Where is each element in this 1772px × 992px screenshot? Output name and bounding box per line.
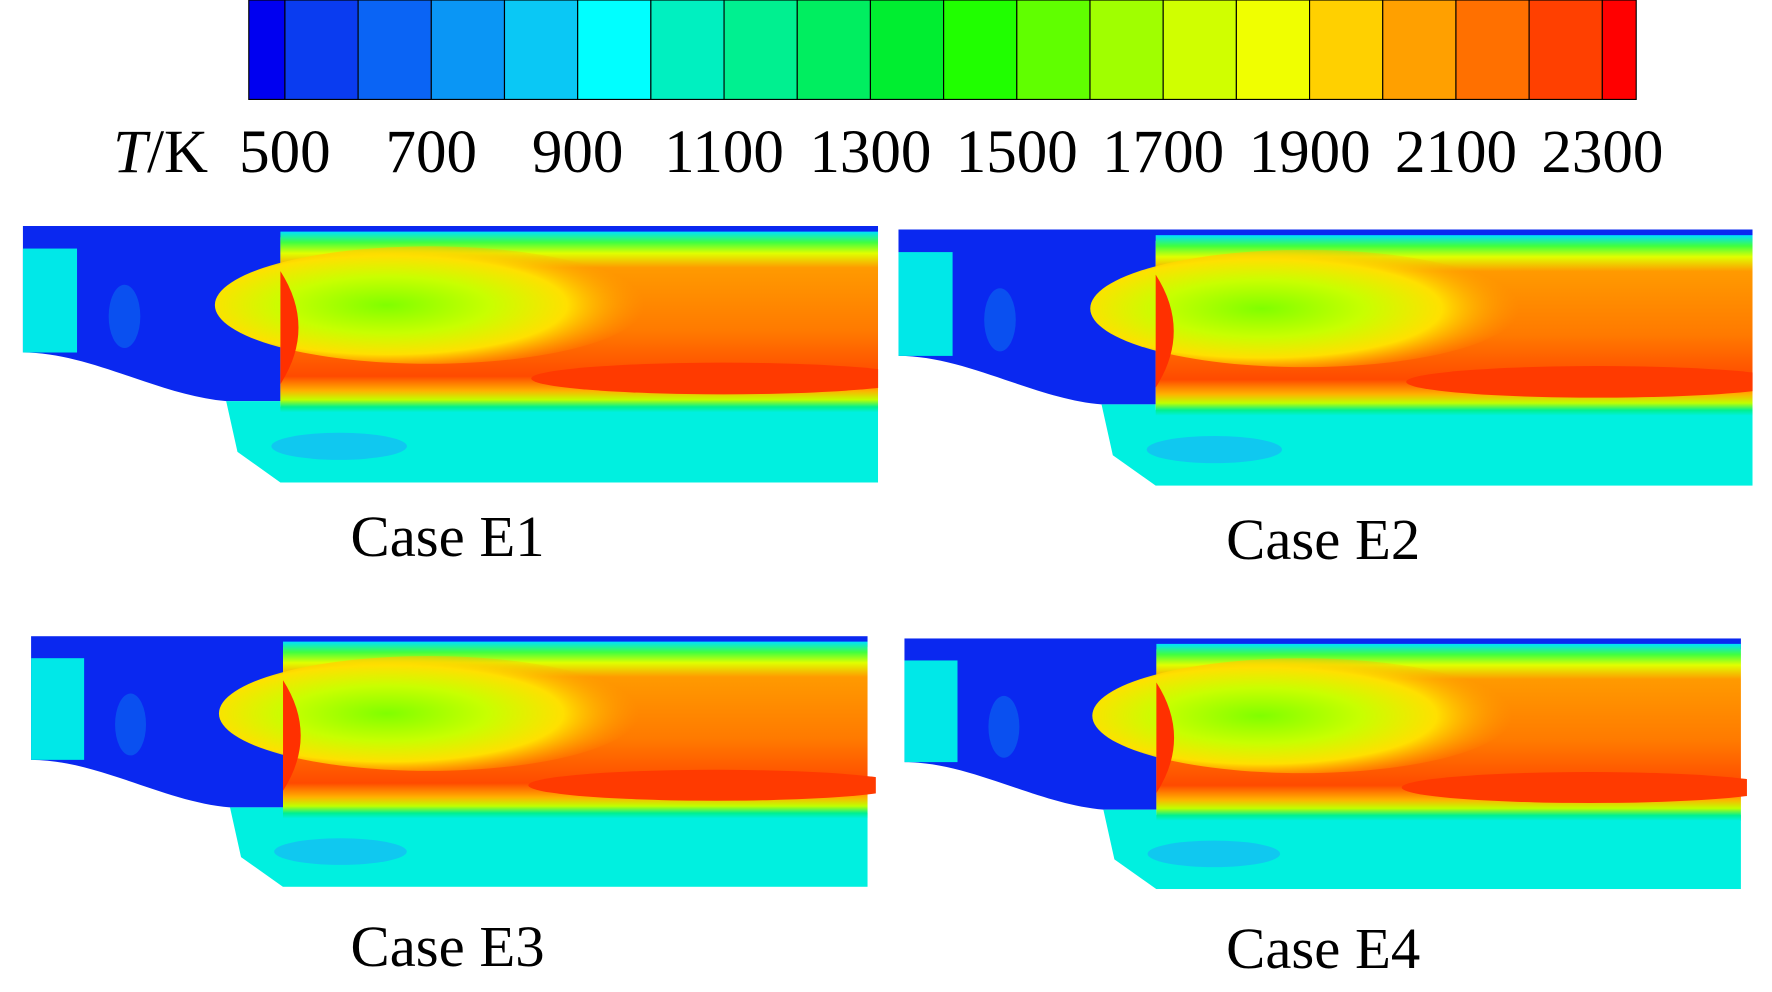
colorbar-band: [503, 0, 579, 100]
contour-plot: [31, 636, 876, 887]
colorbar-band: [1308, 0, 1384, 100]
colorbar-band: [1528, 0, 1603, 100]
colorbar-band: [577, 0, 652, 100]
colorbar-band: [1235, 0, 1311, 100]
colorbar-band: [284, 0, 359, 100]
contour-plot: [904, 638, 1747, 890]
contour-panel: Case E4: [904, 638, 1747, 981]
colorbar-tick-label: 1500: [956, 119, 1078, 186]
colorbar: [248, 0, 1637, 100]
label-unit: /K: [147, 119, 208, 186]
colorbar-band: [796, 0, 871, 100]
colorbar-tick-label: 2100: [1395, 119, 1517, 186]
colorbar-band: [1455, 0, 1530, 100]
colorbar-tick-label: 900: [532, 119, 623, 186]
colorbar-tick-label: 1700: [1102, 119, 1224, 186]
panel-caption: Case E2: [1226, 507, 1420, 572]
colorbar-tick-label: 700: [386, 119, 478, 186]
contour-panel: Case E3: [31, 636, 876, 979]
panel-caption: Case E1: [351, 504, 545, 569]
label-symbol: T: [113, 119, 151, 186]
colorbar-band: [1162, 0, 1237, 100]
panel-caption: Case E3: [351, 914, 545, 979]
colorbar-tick-label: 1300: [809, 119, 931, 186]
colorbar-label: T/K: [113, 119, 208, 186]
contour-plot: [898, 229, 1753, 486]
colorbar-tick-label: 1100: [664, 119, 784, 186]
colorbar-band: [723, 0, 798, 100]
contour-plot: [22, 225, 879, 483]
colorbar-band: [1016, 0, 1091, 100]
colorbar-band: [1601, 0, 1637, 100]
colorbar-band: [943, 0, 1018, 100]
panel-caption: Case E4: [1226, 916, 1420, 981]
colorbar-band: [869, 0, 945, 100]
colorbar-tick-label: 500: [239, 119, 331, 186]
colorbar-band: [357, 0, 432, 100]
colorbar-band: [650, 0, 725, 100]
colorbar-band: [430, 0, 506, 100]
contour-panel: Case E1: [22, 225, 879, 569]
colorbar-band: [1089, 0, 1164, 100]
contour-panel: Case E2: [898, 229, 1753, 572]
colorbar-band: [1382, 0, 1457, 100]
colorbar-band: [248, 0, 286, 100]
colorbar-tick-label: 2300: [1541, 119, 1663, 186]
colorbar-tick-label: 1900: [1249, 119, 1371, 186]
